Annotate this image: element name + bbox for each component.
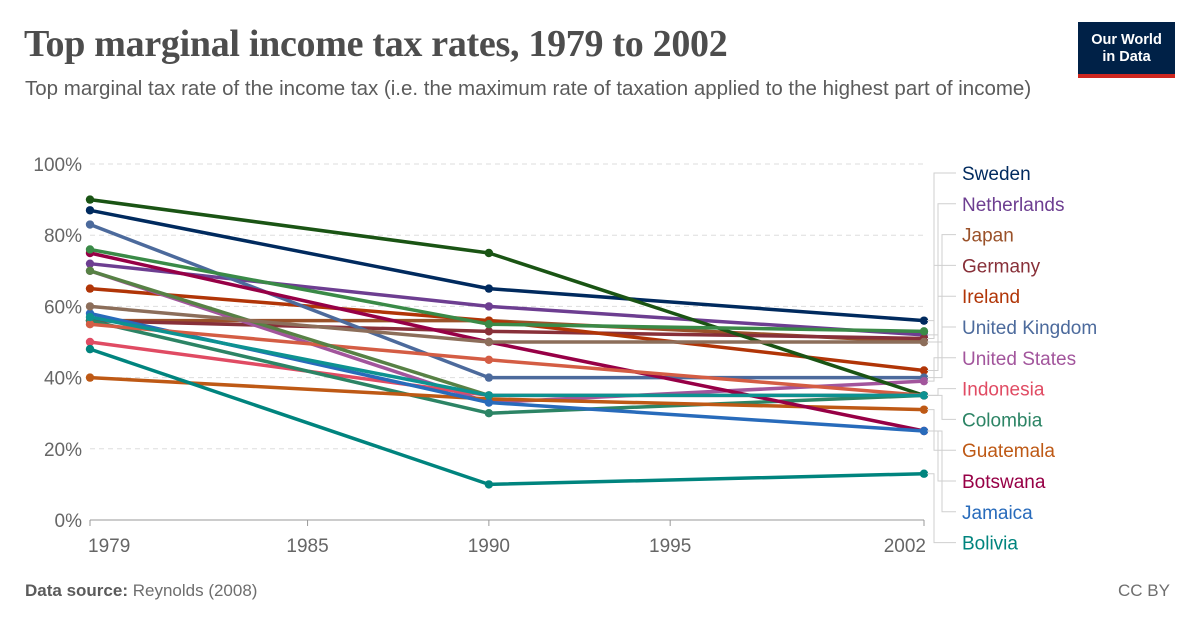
- data-point[interactable]: [919, 366, 929, 375]
- x-tick-label: 1979: [88, 536, 130, 557]
- data-point[interactable]: [919, 337, 929, 347]
- data-point[interactable]: [919, 426, 929, 436]
- series-line[interactable]: [89, 269, 490, 398]
- legend-item-germany[interactable]: Germany: [962, 256, 1041, 277]
- chart-subtitle: Top marginal tax rate of the income tax …: [25, 77, 1032, 100]
- data-point[interactable]: [919, 391, 929, 400]
- y-tick-label: 0%: [55, 511, 83, 532]
- data-point[interactable]: [85, 195, 95, 204]
- data-source-link[interactable]: Reynolds (2008): [132, 581, 258, 600]
- series-unlabeled-18[interactable]: [85, 302, 929, 347]
- data-point[interactable]: [85, 337, 95, 347]
- y-tick-label: 80%: [44, 226, 82, 247]
- series-line[interactable]: [89, 208, 925, 323]
- data-point[interactable]: [919, 405, 929, 414]
- series-sweden[interactable]: [85, 206, 929, 325]
- data-point[interactable]: [484, 391, 494, 400]
- owid-logo[interactable]: Our World in Data: [1078, 22, 1175, 78]
- data-point[interactable]: [85, 284, 95, 293]
- data-point[interactable]: [85, 312, 95, 322]
- y-tick-label: 60%: [44, 297, 82, 318]
- legend-item-botswana[interactable]: Botswana: [962, 472, 1046, 493]
- data-point[interactable]: [484, 398, 494, 407]
- legend: Sweden Netherlands Japan Germany Ireland Unit…: [927, 164, 1097, 555]
- series-unlabeled-14[interactable]: [85, 245, 929, 336]
- legend-connector: [927, 409, 956, 451]
- legend-item-japan[interactable]: Japan: [962, 226, 1014, 247]
- license-link[interactable]: CC BY: [1118, 581, 1170, 600]
- legend-item-indonesia[interactable]: Indonesia: [962, 380, 1045, 401]
- data-point[interactable]: [85, 266, 95, 275]
- data-point[interactable]: [919, 376, 929, 386]
- y-tick-label: 20%: [44, 440, 82, 461]
- data-point[interactable]: [85, 245, 95, 254]
- legend-item-ireland[interactable]: Ireland: [962, 287, 1020, 308]
- data-point[interactable]: [85, 206, 95, 215]
- data-point[interactable]: [484, 302, 494, 311]
- data-point[interactable]: [484, 248, 494, 258]
- legend-connector: [927, 388, 956, 396]
- legend-connector: [927, 172, 956, 322]
- legend-item-colombia[interactable]: Colombia: [962, 410, 1043, 431]
- x-tick-label: 2002: [884, 536, 926, 557]
- data-point[interactable]: [919, 327, 929, 336]
- legend-connector: [927, 357, 956, 382]
- data-source: Data source: Reynolds (2008): [25, 581, 257, 601]
- data-point[interactable]: [484, 355, 494, 364]
- logo-line-1: Our World: [1091, 32, 1162, 48]
- data-point[interactable]: [484, 327, 494, 336]
- legend-item-sweden[interactable]: Sweden: [962, 164, 1031, 185]
- series-line[interactable]: [89, 347, 925, 487]
- legend-item-guatemala[interactable]: Guatemala: [962, 441, 1055, 462]
- data-point[interactable]: [85, 320, 95, 329]
- data-point[interactable]: [919, 469, 929, 478]
- series-lines: [85, 195, 929, 489]
- legend-connector: [927, 264, 956, 339]
- axes: 0% 20% 40% 60% 80% 100% 1979 1985 1990 1995 2002: [33, 155, 926, 557]
- data-point[interactable]: [484, 480, 494, 489]
- legend-item-netherlands[interactable]: Netherlands: [962, 195, 1064, 216]
- data-point[interactable]: [919, 316, 929, 325]
- data-point[interactable]: [85, 220, 95, 229]
- series-unlabeled-17[interactable]: [85, 312, 929, 400]
- legend-connector: [927, 430, 956, 513]
- x-tick-label: 1985: [286, 536, 328, 557]
- data-point[interactable]: [484, 284, 494, 293]
- data-point[interactable]: [85, 344, 95, 354]
- data-point[interactable]: [484, 373, 494, 382]
- data-point[interactable]: [85, 259, 95, 268]
- data-point[interactable]: [85, 373, 95, 382]
- legend-item-jamaica[interactable]: Jamaica: [962, 503, 1033, 524]
- legend-connector: [927, 473, 956, 544]
- data-point[interactable]: [484, 337, 494, 347]
- y-tick-label: 100%: [33, 155, 82, 176]
- legend-item-united-states[interactable]: United States: [962, 349, 1076, 370]
- data-source-label: Data source:: [25, 581, 128, 600]
- data-point[interactable]: [484, 320, 494, 329]
- y-tick-label: 40%: [44, 369, 82, 390]
- legend-connector: [927, 203, 956, 336]
- data-point[interactable]: [85, 302, 95, 311]
- legend-connector: [927, 234, 956, 343]
- logo-line-2: in Data: [1102, 49, 1151, 65]
- data-point[interactable]: [484, 409, 494, 418]
- legend-connector: [927, 394, 956, 420]
- x-tick-label: 1990: [468, 536, 510, 557]
- legend-connector: [927, 295, 956, 371]
- chart-title: Top marginal income tax rates, 1979 to 2…: [24, 23, 728, 65]
- x-tick-label: 1995: [649, 536, 691, 557]
- legend-item-united-kingdom[interactable]: United Kingdom: [962, 318, 1097, 339]
- series-bolivia[interactable]: [85, 344, 929, 489]
- legend-item-bolivia[interactable]: Bolivia: [962, 534, 1018, 555]
